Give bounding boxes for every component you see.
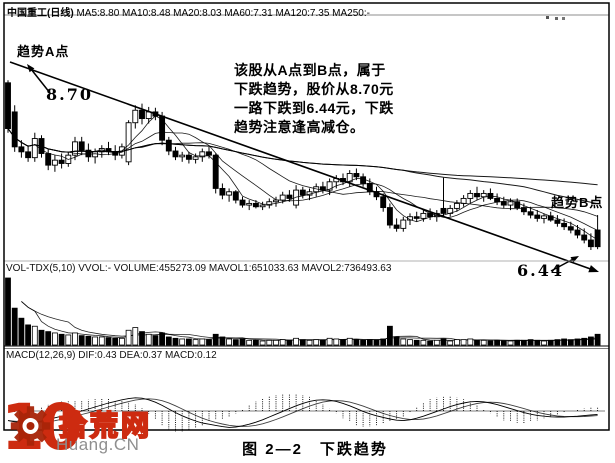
volume-pane-label: VOL-TDX(5,10) VVOL:- VOLUME:455273.09 MA…: [6, 263, 392, 274]
chart-header: 中国重工(日线) MA5:8.80 MA10:8.48 MA20:8.03 MA…: [7, 4, 370, 19]
note-line: 该股从A点到B点，属于: [234, 62, 386, 78]
macd-pane-label: MACD(12,26,9) DIF:0.43 DEA:0.37 MACD:0.1…: [6, 350, 217, 361]
note-line: 下跌趋势，股价从8.70元: [234, 81, 394, 97]
figure-caption: 图 2—2 下跌趋势: [242, 441, 388, 458]
stock-title: 中国重工(日线): [7, 8, 74, 19]
annotation-note: 该股从A点到B点，属于 下跌趋势，股价从8.70元 一路下跌到6.44元，下跌 …: [234, 61, 394, 137]
trend-point-b-label: 趋势B点: [551, 195, 604, 210]
trend-point-a-label: 趋势A点: [17, 44, 70, 59]
price-a-label: 8.70: [46, 85, 93, 104]
watermark: 10 拾荒网 Huang.CN: [0, 396, 200, 462]
window-control-dots-icon: [546, 16, 549, 19]
watermark-site-domain: Huang.CN: [56, 435, 140, 454]
price-b-label: 6.44: [517, 261, 564, 280]
gear-icon: [10, 406, 51, 446]
watermark-site-name: 拾荒网: [58, 409, 153, 442]
note-line: 一路下跌到6.44元，下跌: [234, 100, 394, 116]
ma-values-line: MA5:8.80 MA10:8.48 MA20:8.03 MA60:7.31 M…: [76, 8, 370, 19]
note-line: 趋势注意逢高减仓。: [234, 119, 365, 135]
